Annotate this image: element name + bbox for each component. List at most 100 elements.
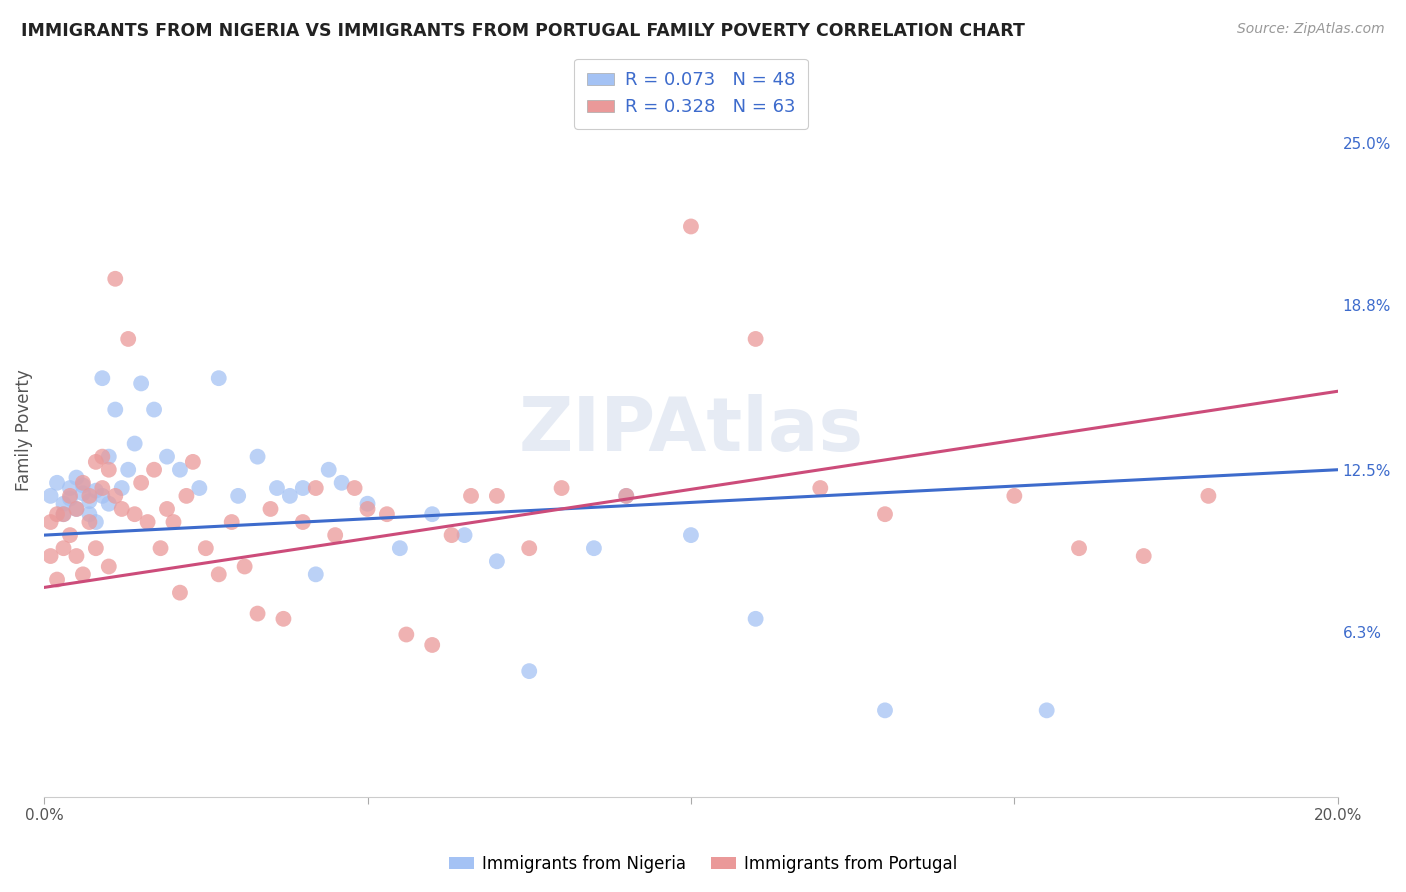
Point bbox=[39, 489, 62, 503]
Point bbox=[46, 475, 69, 490]
Point bbox=[156, 450, 179, 464]
Point bbox=[91, 450, 114, 464]
Point bbox=[356, 497, 378, 511]
Point bbox=[517, 541, 540, 556]
Point bbox=[46, 507, 69, 521]
Point bbox=[169, 585, 191, 599]
Point bbox=[330, 475, 353, 490]
Point bbox=[65, 470, 87, 484]
Point bbox=[194, 541, 217, 556]
Point bbox=[97, 450, 120, 464]
Point bbox=[440, 528, 463, 542]
Point bbox=[420, 507, 443, 521]
Text: IMMIGRANTS FROM NIGERIA VS IMMIGRANTS FROM PORTUGAL FAMILY POVERTY CORRELATION C: IMMIGRANTS FROM NIGERIA VS IMMIGRANTS FR… bbox=[21, 22, 1025, 40]
Point bbox=[59, 491, 82, 506]
Point bbox=[143, 463, 166, 477]
Point bbox=[485, 489, 508, 503]
Point bbox=[84, 455, 107, 469]
Point bbox=[305, 567, 328, 582]
Point bbox=[129, 376, 152, 391]
Point bbox=[91, 481, 114, 495]
Point bbox=[72, 478, 94, 492]
Point bbox=[84, 483, 107, 498]
Point bbox=[97, 559, 120, 574]
Point bbox=[52, 497, 75, 511]
Point bbox=[59, 481, 82, 495]
Point bbox=[744, 612, 766, 626]
Point bbox=[208, 567, 231, 582]
Point bbox=[1035, 703, 1057, 717]
Point bbox=[52, 541, 75, 556]
Point bbox=[808, 481, 831, 495]
Point bbox=[111, 502, 134, 516]
Point bbox=[79, 489, 101, 503]
Point bbox=[323, 528, 346, 542]
Point bbox=[162, 515, 184, 529]
Point bbox=[72, 567, 94, 582]
Point bbox=[873, 703, 896, 717]
Point bbox=[124, 436, 146, 450]
Point bbox=[744, 332, 766, 346]
Point bbox=[375, 507, 398, 521]
Point bbox=[679, 528, 702, 542]
Point bbox=[181, 455, 204, 469]
Point bbox=[39, 515, 62, 529]
Point bbox=[79, 515, 101, 529]
Point bbox=[1067, 541, 1090, 556]
Y-axis label: Family Poverty: Family Poverty bbox=[15, 369, 32, 491]
Point bbox=[388, 541, 411, 556]
Point bbox=[143, 402, 166, 417]
Point bbox=[226, 489, 249, 503]
Point bbox=[52, 507, 75, 521]
Point bbox=[356, 502, 378, 516]
Point bbox=[291, 481, 314, 495]
Point bbox=[72, 486, 94, 500]
Legend: R = 0.073   N = 48, R = 0.328   N = 63: R = 0.073 N = 48, R = 0.328 N = 63 bbox=[574, 59, 808, 129]
Point bbox=[84, 515, 107, 529]
Point bbox=[873, 507, 896, 521]
Point bbox=[91, 489, 114, 503]
Point bbox=[72, 475, 94, 490]
Point bbox=[65, 502, 87, 516]
Point bbox=[117, 332, 139, 346]
Point bbox=[420, 638, 443, 652]
Point bbox=[550, 481, 572, 495]
Point bbox=[614, 489, 637, 503]
Point bbox=[1197, 489, 1219, 503]
Point bbox=[233, 559, 256, 574]
Point bbox=[46, 573, 69, 587]
Point bbox=[188, 481, 211, 495]
Point bbox=[104, 489, 127, 503]
Point bbox=[149, 541, 172, 556]
Point bbox=[208, 371, 231, 385]
Point bbox=[305, 481, 328, 495]
Point bbox=[65, 502, 87, 516]
Point bbox=[176, 489, 198, 503]
Point bbox=[318, 463, 340, 477]
Point bbox=[124, 507, 146, 521]
Point bbox=[453, 528, 475, 542]
Point bbox=[291, 515, 314, 529]
Point bbox=[104, 272, 127, 286]
Point bbox=[273, 612, 295, 626]
Text: ZIPAtlas: ZIPAtlas bbox=[519, 394, 863, 467]
Point bbox=[59, 528, 82, 542]
Point bbox=[221, 515, 243, 529]
Point bbox=[117, 463, 139, 477]
Point bbox=[614, 489, 637, 503]
Point bbox=[104, 402, 127, 417]
Point bbox=[79, 494, 101, 508]
Point bbox=[278, 489, 301, 503]
Point bbox=[79, 507, 101, 521]
Point bbox=[485, 554, 508, 568]
Point bbox=[582, 541, 605, 556]
Point bbox=[59, 489, 82, 503]
Point bbox=[156, 502, 179, 516]
Point bbox=[65, 549, 87, 563]
Point bbox=[266, 481, 288, 495]
Point bbox=[246, 607, 269, 621]
Point bbox=[97, 463, 120, 477]
Point bbox=[517, 664, 540, 678]
Point bbox=[460, 489, 482, 503]
Text: Source: ZipAtlas.com: Source: ZipAtlas.com bbox=[1237, 22, 1385, 37]
